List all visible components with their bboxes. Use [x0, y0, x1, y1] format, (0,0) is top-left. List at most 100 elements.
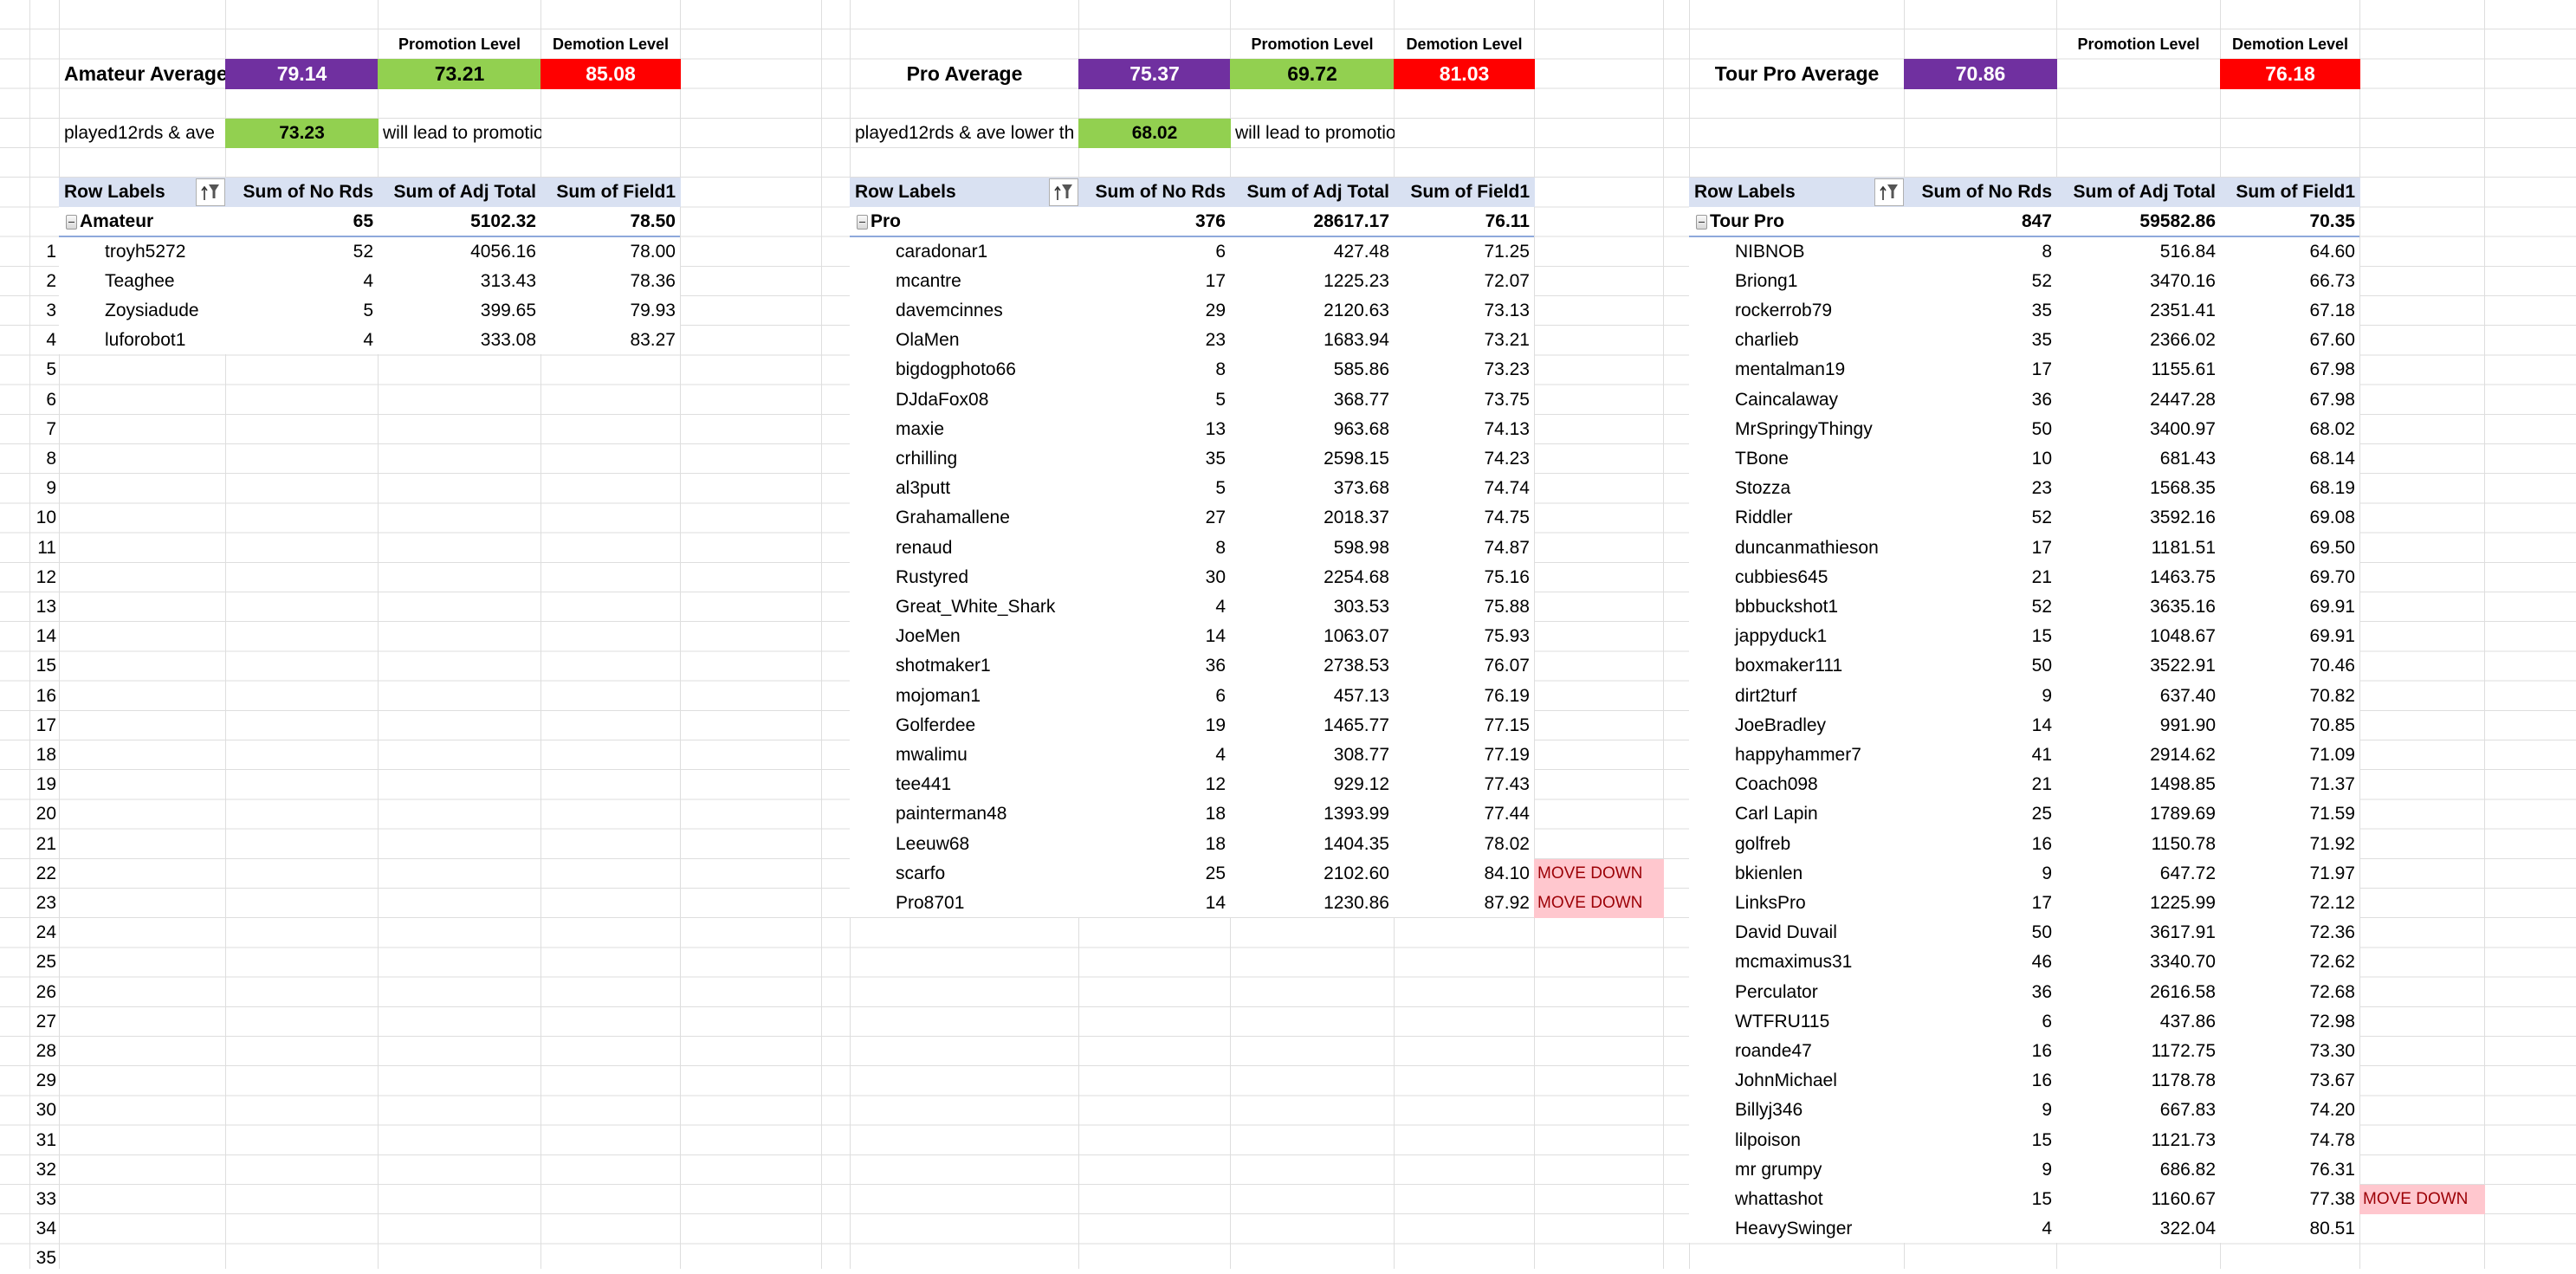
player-name[interactable]: TBone — [1735, 449, 1789, 469]
player-name[interactable]: NIBNOB — [1735, 241, 1805, 262]
player-name[interactable]: OlaMen — [896, 330, 960, 351]
pro-pivot-group-total: 76.11 — [1485, 211, 1530, 232]
player-name[interactable]: duncanmathieson — [1735, 537, 1879, 558]
sort-filter-button[interactable] — [196, 178, 225, 207]
player-name[interactable]: bbbuckshot1 — [1735, 597, 1839, 617]
player-name[interactable]: Briong1 — [1735, 270, 1798, 291]
player-name[interactable]: painterman48 — [896, 804, 1007, 825]
player-name[interactable]: maxie — [896, 418, 945, 439]
player-name[interactable]: Pro8701 — [896, 893, 965, 913]
player-name[interactable]: Golferdee — [896, 715, 976, 735]
pro-pivot-table — [850, 207, 1534, 918]
tour-pro-pivot-group-total: 847 — [2021, 211, 2052, 232]
tour-pro-pivot-row-labels-header[interactable]: Row Labels — [1689, 178, 1905, 208]
gridline — [378, 0, 379, 1269]
player-name[interactable]: DJdaFox08 — [896, 389, 989, 410]
collapse-minus-icon[interactable] — [1696, 215, 1707, 230]
tour-pro-pivot-group-row[interactable]: Tour Pro — [1689, 207, 1905, 236]
collapse-minus-icon[interactable] — [66, 215, 77, 230]
player-name[interactable]: rockerrob79 — [1735, 301, 1833, 320]
player-name[interactable]: Carl Lapin — [1735, 804, 1818, 825]
pro-promotion-level-value[interactable]: 69.72 — [1230, 59, 1395, 89]
player-name[interactable]: jappyduck1 — [1735, 626, 1828, 647]
tour-pro-average-value[interactable]: 70.86 — [1904, 59, 2057, 89]
player-name[interactable]: luforobot1 — [105, 330, 186, 351]
amateur-pivot-table — [59, 207, 680, 355]
no-rds-value: 5 — [363, 301, 373, 320]
player-name[interactable]: boxmaker111 — [1735, 656, 1843, 676]
player-name[interactable]: Rustyred — [896, 566, 969, 587]
player-name[interactable]: WTFRU115 — [1735, 1011, 1830, 1031]
no-rds-value: 13 — [1205, 418, 1226, 439]
amateur-promotion-level-value[interactable]: 73.21 — [378, 59, 541, 89]
no-rds-value: 19 — [1205, 715, 1226, 735]
adj-total-value: 647.72 — [2159, 863, 2216, 883]
player-name[interactable]: renaud — [896, 537, 953, 558]
amateur-demotion-level-value[interactable]: 85.08 — [540, 59, 681, 89]
player-name[interactable]: Caincalaway — [1735, 389, 1839, 410]
field1-value: 84.10 — [1484, 863, 1530, 883]
no-rds-value: 25 — [2031, 804, 2052, 825]
player-name[interactable]: dirt2turf — [1735, 685, 1797, 706]
pro-pivot-row-labels-header[interactable]: Row Labels — [850, 178, 1079, 208]
player-name[interactable]: scarfo — [896, 863, 946, 883]
player-name[interactable]: mwalimu — [896, 745, 968, 765]
player-name[interactable]: cubbies645 — [1735, 566, 1828, 587]
player-name[interactable]: bigdogphoto66 — [896, 359, 1016, 380]
amateur-pivot-group-row[interactable]: Amateur — [59, 207, 226, 236]
player-name[interactable]: crhilling — [896, 449, 958, 469]
player-name[interactable]: LinksPro — [1735, 893, 1806, 913]
tour-pro-demotion-level-value[interactable]: 76.18 — [2220, 59, 2360, 89]
collapse-minus-icon[interactable] — [857, 215, 868, 230]
player-name[interactable]: golfreb — [1735, 833, 1791, 854]
sort-filter-button[interactable] — [1874, 178, 1904, 207]
player-name[interactable]: roande47 — [1735, 1041, 1812, 1061]
player-name[interactable]: Grahamallene — [896, 508, 1010, 528]
player-name[interactable]: Perculator — [1735, 981, 1818, 1002]
player-name[interactable]: lilpoison — [1735, 1129, 1801, 1150]
player-name[interactable]: Stozza — [1735, 478, 1791, 499]
player-name[interactable]: Leeuw68 — [896, 833, 970, 854]
player-name[interactable]: HeavySwinger — [1735, 1219, 1853, 1239]
player-name[interactable]: mentalman19 — [1735, 359, 1846, 380]
pro-average-value[interactable]: 75.37 — [1078, 59, 1231, 89]
player-name[interactable]: caradonar1 — [896, 241, 988, 262]
player-name[interactable]: davemcinnes — [896, 301, 1003, 320]
player-name[interactable]: al3putt — [896, 478, 951, 499]
player-name[interactable]: mcantre — [896, 270, 961, 291]
amateur-played-threshold-value[interactable]: 73.23 — [225, 118, 379, 148]
pro-pivot-group-row[interactable]: Pro — [850, 207, 1079, 236]
amateur-played-label: played12rds & ave — [64, 122, 215, 143]
player-name[interactable]: Teaghee — [105, 270, 175, 291]
no-rds-value: 15 — [2031, 626, 2052, 647]
player-name[interactable]: whattashot — [1735, 1189, 1823, 1209]
field1-value: 77.43 — [1484, 774, 1530, 795]
field1-value: 73.30 — [2309, 1041, 2355, 1061]
player-name[interactable]: mojoman1 — [896, 685, 981, 706]
sort-filter-button[interactable] — [1049, 178, 1078, 207]
player-name[interactable]: Coach098 — [1735, 774, 1818, 795]
player-name[interactable]: David Duvail — [1735, 922, 1837, 943]
player-name[interactable]: happyhammer7 — [1735, 745, 1861, 765]
player-name[interactable]: tee441 — [896, 774, 952, 795]
pro-demotion-level-value[interactable]: 81.03 — [1394, 59, 1535, 89]
amateur-average-value[interactable]: 79.14 — [225, 59, 379, 89]
player-name[interactable]: Riddler — [1735, 508, 1793, 528]
player-name[interactable]: shotmaker1 — [896, 656, 991, 676]
player-name[interactable]: troyh5272 — [105, 241, 186, 262]
no-rds-value: 14 — [1205, 893, 1226, 913]
player-name[interactable]: mr grumpy — [1735, 1159, 1822, 1180]
player-name[interactable]: MrSpringyThingy — [1735, 418, 1873, 439]
player-name[interactable]: bkienlen — [1735, 863, 1803, 883]
pro-played-threshold-value[interactable]: 68.02 — [1078, 118, 1231, 148]
player-name[interactable]: Billyj346 — [1735, 1100, 1803, 1121]
player-name[interactable]: mcmaximus31 — [1735, 952, 1853, 973]
player-name[interactable]: JoeBradley — [1735, 715, 1827, 735]
adj-total-value: 1160.67 — [2151, 1189, 2216, 1209]
player-name[interactable]: JoeMen — [896, 626, 961, 647]
player-name[interactable]: Zoysiadude — [105, 301, 199, 320]
player-name[interactable]: Great_White_Shark — [896, 597, 1056, 617]
player-name[interactable]: JohnMichael — [1735, 1070, 1837, 1091]
player-name[interactable]: charlieb — [1735, 330, 1799, 351]
